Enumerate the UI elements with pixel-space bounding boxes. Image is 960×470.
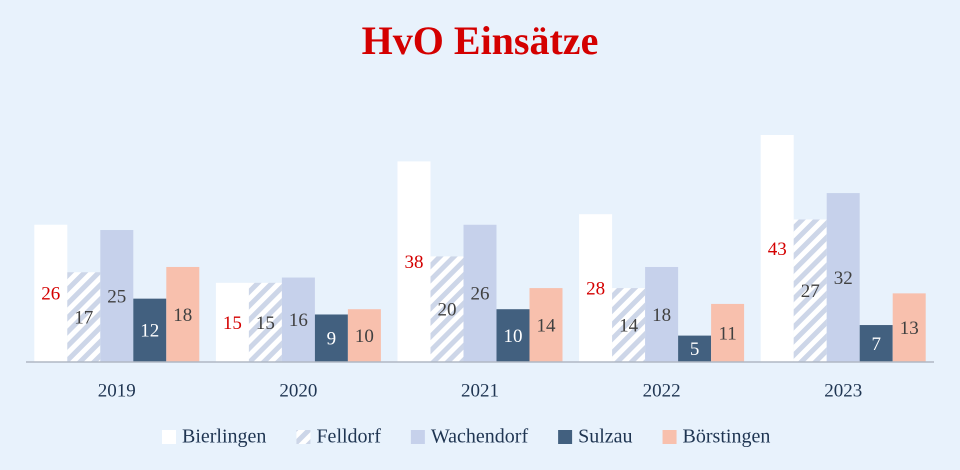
legend-swatch bbox=[410, 430, 425, 444]
bar bbox=[133, 298, 167, 362]
data-label: 14 bbox=[537, 315, 557, 336]
legend-swatch bbox=[662, 430, 677, 444]
bar bbox=[678, 335, 712, 362]
bar bbox=[67, 272, 101, 362]
bar bbox=[100, 230, 134, 362]
data-label: 10 bbox=[504, 326, 523, 347]
data-label: 11 bbox=[718, 323, 736, 344]
data-label: 25 bbox=[107, 286, 126, 307]
bar bbox=[397, 161, 431, 362]
data-label: 5 bbox=[690, 339, 700, 360]
bar bbox=[314, 314, 348, 362]
data-label: 10 bbox=[355, 326, 374, 347]
bar bbox=[34, 224, 68, 362]
bar bbox=[859, 325, 893, 362]
data-label: 14 bbox=[619, 315, 639, 336]
data-label: 18 bbox=[173, 305, 192, 326]
data-label: 26 bbox=[471, 284, 490, 305]
bar bbox=[612, 288, 646, 362]
data-label: 15 bbox=[223, 313, 242, 334]
data-label: 20 bbox=[438, 300, 457, 321]
x-tick-label: 2023 bbox=[824, 380, 862, 401]
x-tick-label: 2022 bbox=[643, 380, 681, 401]
bar bbox=[711, 303, 745, 362]
data-label: 12 bbox=[140, 321, 159, 342]
data-label: 26 bbox=[41, 284, 60, 305]
data-label: 43 bbox=[768, 239, 787, 260]
data-label: 27 bbox=[801, 281, 820, 302]
x-tick-label: 2020 bbox=[279, 380, 317, 401]
legend-label: Felldorf bbox=[316, 426, 381, 448]
bar bbox=[166, 266, 200, 362]
bar bbox=[463, 224, 497, 362]
bar bbox=[645, 266, 679, 362]
bar bbox=[215, 282, 249, 362]
bar bbox=[529, 288, 563, 362]
bar bbox=[793, 219, 827, 362]
bar bbox=[430, 256, 464, 362]
legend-swatch bbox=[296, 430, 311, 444]
bar bbox=[579, 214, 613, 362]
data-label: 18 bbox=[652, 305, 671, 326]
legend-label: Bierlingen bbox=[182, 426, 266, 448]
bar bbox=[281, 277, 315, 362]
data-label: 13 bbox=[900, 318, 919, 339]
bar bbox=[248, 282, 282, 362]
bar bbox=[892, 293, 926, 362]
data-label: 15 bbox=[256, 313, 275, 334]
legend-label: Börstingen bbox=[683, 426, 771, 448]
x-tick-label: 2021 bbox=[461, 380, 499, 401]
data-label: 38 bbox=[405, 252, 424, 273]
legend-swatch bbox=[162, 430, 176, 444]
bar bbox=[496, 309, 530, 362]
x-tick-label: 2019 bbox=[98, 380, 136, 401]
bar bbox=[760, 135, 794, 362]
data-label: 7 bbox=[871, 334, 881, 355]
legend-label: Wachendorf bbox=[431, 426, 529, 448]
bar bbox=[347, 309, 381, 362]
data-label: 16 bbox=[289, 310, 308, 331]
legend-swatch bbox=[558, 430, 573, 444]
data-label: 9 bbox=[327, 329, 337, 350]
data-label: 32 bbox=[834, 268, 853, 289]
legend-label: Sulzau bbox=[578, 426, 632, 448]
bar bbox=[826, 193, 860, 362]
data-label: 28 bbox=[586, 278, 605, 299]
chart-title: HvO Einsätze bbox=[362, 18, 599, 63]
data-label: 17 bbox=[74, 307, 93, 328]
